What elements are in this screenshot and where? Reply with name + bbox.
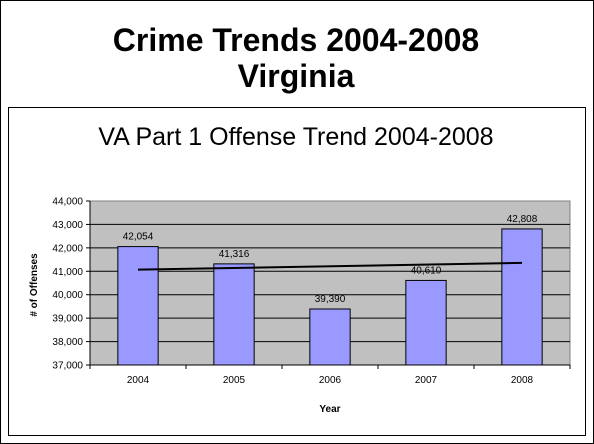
x-axis-title: Year <box>319 404 340 415</box>
trendline <box>137 261 523 271</box>
y-tick-label: 42,000 <box>52 243 83 254</box>
y-tick-label: 43,000 <box>52 220 83 231</box>
data-label-2008: 42,808 <box>507 214 538 225</box>
y-axis-title: # of Offenses <box>29 253 40 317</box>
bar-2008 <box>501 228 543 366</box>
slide-title-line1: Crime Trends 2004-2008 <box>112 22 480 58</box>
x-tick-label-2005: 2005 <box>223 375 246 386</box>
data-label-2006: 39,390 <box>315 294 346 305</box>
x-tick-label-2006: 2006 <box>319 375 342 386</box>
y-tick-label: 41,000 <box>52 267 83 278</box>
x-tick-label-2004: 2004 <box>127 375 150 386</box>
data-label-2005: 41,316 <box>219 249 250 260</box>
data-label-2007: 40,610 <box>411 265 442 276</box>
slide-title-line2: Virginia <box>237 58 355 94</box>
bar-2005 <box>213 263 255 366</box>
bar-2004 <box>117 246 159 366</box>
y-tick-label: 40,000 <box>52 290 83 301</box>
bar-2007 <box>405 279 447 366</box>
x-tick-label-2008: 2008 <box>511 375 534 386</box>
chart-title: VA Part 1 Offense Trend 2004-2008 <box>98 123 494 151</box>
y-tick-label: 38,000 <box>52 337 83 348</box>
y-tick-label: 44,000 <box>52 197 83 208</box>
y-tick-label: 37,000 <box>52 361 83 372</box>
data-label-2004: 42,054 <box>123 232 154 243</box>
y-tick-label: 39,000 <box>52 314 83 325</box>
bar-2006 <box>309 308 351 366</box>
x-tick-label-2007: 2007 <box>415 375 438 386</box>
slide-title: Crime Trends 2004-2008 Virginia <box>0 22 592 94</box>
